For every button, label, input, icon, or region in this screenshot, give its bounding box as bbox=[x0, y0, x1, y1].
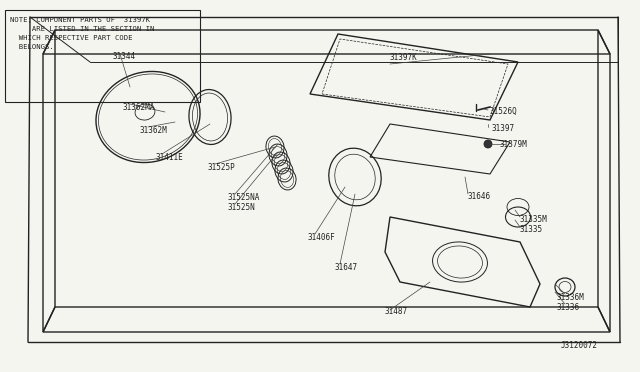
Text: 31525NA: 31525NA bbox=[228, 192, 260, 202]
Text: 31344: 31344 bbox=[112, 51, 135, 61]
Text: 31397: 31397 bbox=[492, 124, 515, 132]
Text: 31411E: 31411E bbox=[155, 153, 183, 161]
Ellipse shape bbox=[484, 140, 492, 148]
Text: 31335: 31335 bbox=[520, 224, 543, 234]
Text: 31487: 31487 bbox=[385, 308, 408, 317]
Text: 31336M: 31336M bbox=[557, 292, 585, 301]
Text: 31646: 31646 bbox=[468, 192, 491, 201]
Text: 31362MA: 31362MA bbox=[122, 103, 154, 112]
Text: 31335M: 31335M bbox=[520, 215, 548, 224]
Text: 31525P: 31525P bbox=[208, 163, 236, 171]
Text: 31336: 31336 bbox=[557, 302, 580, 311]
Text: 31379M: 31379M bbox=[500, 140, 528, 148]
FancyBboxPatch shape bbox=[5, 10, 200, 102]
Text: 31647: 31647 bbox=[335, 263, 358, 272]
Text: 31406F: 31406F bbox=[308, 232, 336, 241]
Text: 31397K: 31397K bbox=[390, 52, 418, 61]
Text: J3120072: J3120072 bbox=[561, 341, 598, 350]
Text: NOTE; COMPONENT PARTS OF  31397K
     ARE LISTED IN THE SECTION IN
  WHICH RESPE: NOTE; COMPONENT PARTS OF 31397K ARE LIST… bbox=[10, 17, 154, 50]
Text: 31526Q: 31526Q bbox=[490, 106, 518, 115]
Text: 31525N: 31525N bbox=[228, 202, 256, 212]
Text: 31362M: 31362M bbox=[140, 125, 168, 135]
